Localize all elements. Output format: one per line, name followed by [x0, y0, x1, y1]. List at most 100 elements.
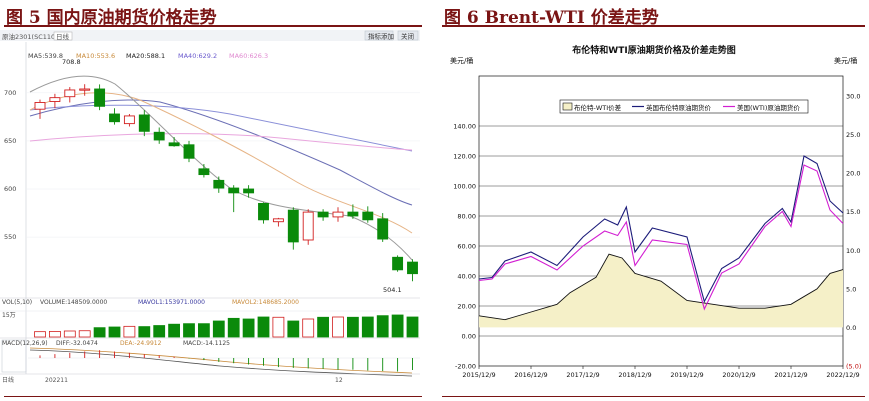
candle-body-18: [302, 211, 314, 241]
period-tag[interactable]: 日线: [56, 32, 70, 41]
volume-bar-20: [332, 316, 344, 338]
y-tick-label-650: 650: [4, 137, 16, 145]
grid-and-axes: -20.00 0.00 20.00 40.00 60.00 80.00 100.00 120.…: [453, 75, 861, 379]
price-series: [478, 155, 844, 328]
add-indicator-button[interactable]: [364, 30, 394, 41]
volume-bar-3: [78, 330, 91, 338]
plot-frame: [478, 75, 844, 367]
volume-unit: 15万: [2, 312, 16, 319]
volume-bar-1: [49, 330, 61, 338]
right-tick-5: 20.0: [846, 170, 860, 178]
ma5-legend: MA5:539.8: [28, 52, 63, 60]
bottom-rule-right: [442, 396, 865, 397]
right-tick-2: 5.0: [846, 285, 856, 293]
kline-y-axis: 550 600 650 700: [4, 42, 420, 374]
volume-bar-9: [168, 323, 181, 338]
x-tick-label-3: 2018/12/9: [618, 371, 651, 379]
bottom-rule-left: [4, 396, 422, 397]
ma20-legend: MA20:588.1: [126, 52, 165, 60]
chart-title: 布伦特和WTI原油期货价格及价差走势图: [571, 44, 735, 56]
right-tick-6: 25.0: [846, 131, 860, 139]
close-button[interactable]: [397, 30, 419, 41]
spread-line: [478, 253, 844, 321]
left-tick-2: 20.00: [457, 303, 476, 311]
macd-dea-line: [29, 347, 413, 374]
volume-bar-19: [317, 316, 330, 338]
candle-body-14: [243, 188, 255, 194]
x-tick-label-0: 2015/12/9: [462, 371, 495, 379]
volume-bar-7: [138, 326, 151, 338]
candle-body-4: [94, 88, 106, 107]
moving-average-lines: [29, 75, 413, 261]
left-tick-6: 100.00: [453, 183, 476, 191]
x-tick-label-4: 2019/12/9: [670, 371, 703, 379]
volume-bar-4: [93, 327, 106, 338]
left-tick-8: 140.00: [453, 123, 476, 131]
mavol2-value: MAVOL2:148685.2000: [232, 299, 299, 306]
volume-bar-22: [361, 316, 374, 338]
close-label[interactable]: 关闭: [401, 32, 414, 41]
candle-body-6: [123, 115, 135, 125]
candle-body-20: [332, 211, 344, 218]
ma60-line: [29, 133, 413, 151]
volume-bar-6: [123, 325, 136, 338]
right-axis-unit: 美元/桶: [834, 56, 857, 65]
x-tick-label-7: 2022/12/9: [826, 371, 859, 379]
y-tick-label-550: 550: [4, 233, 16, 241]
volume-bar-2: [63, 330, 76, 338]
period-footer: 日线: [2, 376, 14, 384]
left-tick-1: 0.00: [462, 333, 476, 341]
candlestick-series: [34, 84, 418, 282]
kline-header-bar: [0, 30, 420, 41]
candle-body-1: [49, 97, 61, 102]
candle-body-5: [109, 113, 120, 123]
ma10-line: [29, 92, 413, 234]
candle-body-25: [407, 261, 418, 275]
macd-value: MACD:-14.1125: [183, 340, 230, 347]
candle-body-9: [168, 142, 180, 147]
volume-bar-5: [108, 326, 121, 338]
x-tick-label-6: 2021/12/9: [774, 371, 807, 379]
wti-line: [478, 164, 844, 311]
macd-diff: DIFF:-32.0474: [56, 340, 98, 347]
y-tick-label-700: 700: [4, 89, 16, 97]
add-indicator-label[interactable]: 指标添加: [368, 32, 394, 41]
volume-bar-16: [272, 316, 285, 338]
candle-body-12: [213, 179, 225, 189]
candle-body-10: [183, 144, 195, 159]
volume-bar-0: [34, 331, 46, 338]
volume-bar-13: [227, 317, 240, 338]
candle-body-7: [138, 114, 150, 132]
candle-body-16: [272, 218, 284, 223]
macd-scale-box: [1, 339, 27, 373]
x-tick-label-5: 2020/12/9: [722, 371, 755, 379]
candle-body-19: [317, 211, 329, 218]
candle-body-23: [377, 218, 389, 240]
legend: 布伦特-WTI价差 英国布伦特原油期货价 美国(WTI)原油期货价: [559, 99, 809, 114]
left-tick-0: -20.00: [455, 363, 476, 371]
right-tick-4: 15.0: [846, 208, 860, 216]
candle-body-2: [64, 89, 76, 98]
volume-bar-10: [183, 323, 195, 338]
volume-bars: [34, 314, 419, 338]
volume-bar-24: [391, 314, 404, 338]
macd-title: MACD(12,26,9): [2, 340, 48, 347]
candle-body-15: [258, 202, 269, 221]
brent-wti-spread-chart: 布伦特和WTI原油期货价格及价差走势图 美元/桶 美元/桶 -20.00 0.00…: [450, 44, 861, 379]
ma60-legend: MA60:626.3: [229, 52, 268, 60]
volume-bar-8: [153, 325, 166, 338]
spread-area: [479, 254, 843, 328]
volume-bar-14: [242, 318, 255, 338]
x-label-12: 12: [335, 377, 343, 384]
volume-title: VOL(5,10): [2, 299, 32, 306]
candle-body-8: [153, 131, 165, 141]
ma20-line: [29, 99, 413, 206]
left-axis-unit: 美元/桶: [450, 56, 473, 65]
candle-body-24: [392, 256, 404, 271]
period-tag-box[interactable]: [53, 31, 73, 41]
x-tick-label-2: 2017/12/9: [566, 371, 599, 379]
figure-title-left: 图 5 国内原油期货价格走势: [6, 8, 217, 28]
right-tick-0: (5.0): [846, 363, 861, 371]
volume-bar-23: [376, 315, 389, 338]
candle-body-22: [362, 211, 374, 221]
